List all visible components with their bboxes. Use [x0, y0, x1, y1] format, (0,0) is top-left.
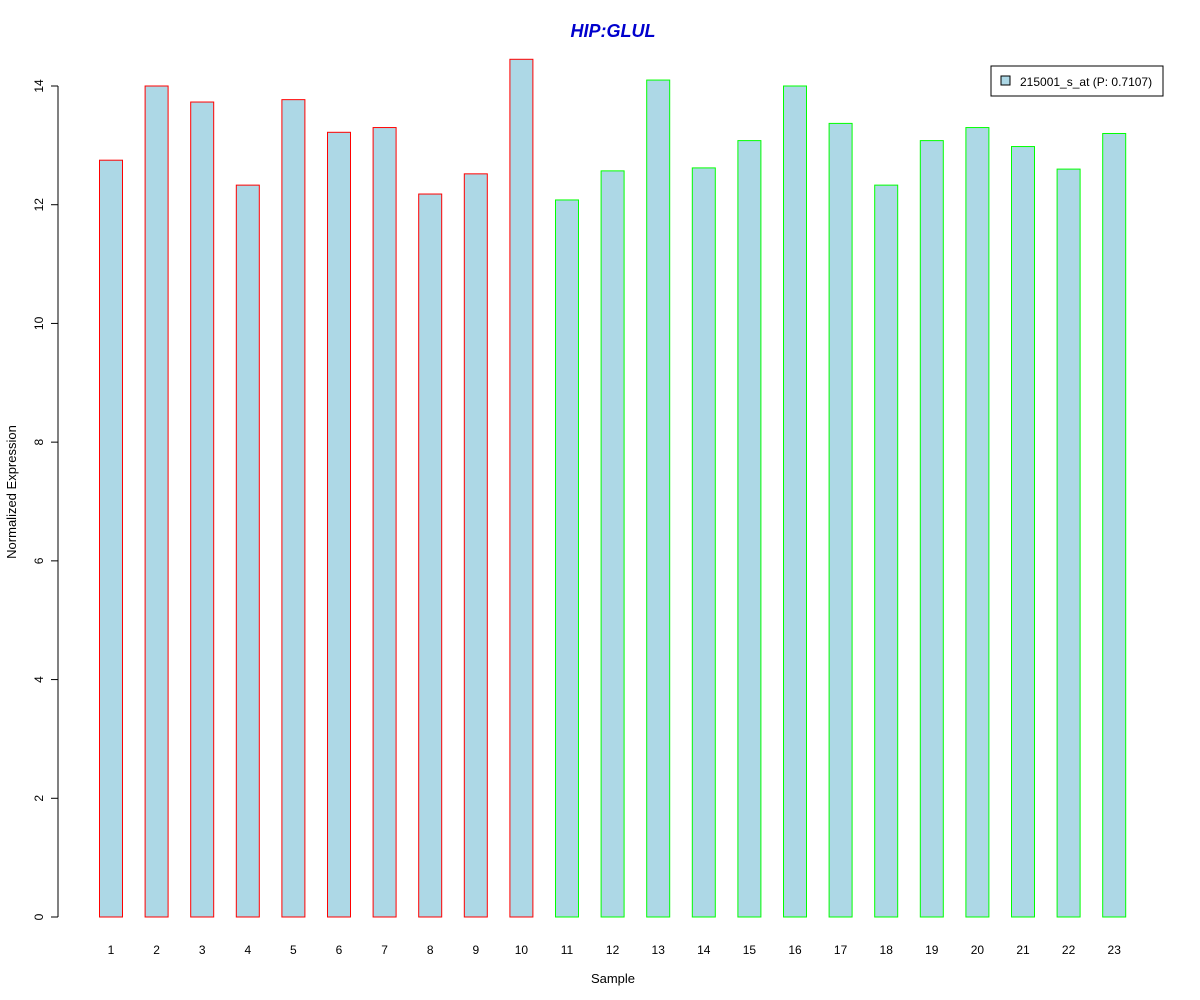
- x-tick-label: 13: [652, 943, 666, 957]
- legend-box: [990, 65, 1164, 97]
- x-tick-label: 6: [336, 943, 343, 957]
- y-axis-title: Normalized Expression: [4, 425, 19, 559]
- x-axis-tick-labels: 1 2 3 4 5 6 7 8 9 10 11 12 13 14 15 16 17 18 19 20 21 22 23: [108, 943, 1122, 957]
- x-tick-label: 23: [1108, 943, 1122, 957]
- x-tick-label: 20: [971, 943, 985, 957]
- bar-sample-23: [1102, 132, 1127, 918]
- bar-sample-4: [235, 184, 260, 918]
- y-tick-label: 2: [32, 795, 46, 802]
- x-tick-label: 14: [697, 943, 711, 957]
- bar-sample-22: [1056, 168, 1081, 918]
- y-tick-label: 4: [32, 676, 46, 683]
- bar-sample-20: [965, 127, 990, 918]
- bar-sample-13: [646, 79, 671, 918]
- bar-sample-3: [190, 101, 215, 918]
- bar-sample-19: [919, 140, 944, 918]
- x-tick-label: 10: [515, 943, 529, 957]
- bar-sample-6: [327, 131, 351, 918]
- x-tick-label: 17: [834, 943, 848, 957]
- x-tick-label: 11: [561, 943, 574, 957]
- x-tick-label: 21: [1016, 943, 1030, 957]
- bar-sample-1: [99, 159, 123, 918]
- bar-sample-12: [600, 170, 625, 918]
- x-tick-label: 9: [472, 943, 479, 957]
- x-tick-label: 1: [108, 943, 115, 957]
- bar-sample-7: [372, 127, 397, 918]
- bar-sample-10: [509, 58, 534, 918]
- bars: [99, 58, 1127, 918]
- bar-sample-17: [828, 122, 853, 918]
- y-tick-label: 6: [32, 557, 46, 564]
- x-tick-label: 5: [290, 943, 297, 957]
- bar-sample-11: [555, 199, 579, 918]
- y-tick-label: 8: [32, 438, 46, 445]
- x-tick-label: 18: [880, 943, 894, 957]
- bar-sample-9: [463, 173, 488, 918]
- x-tick-label: 4: [244, 943, 251, 957]
- y-axis: 0 2 4 6 8 10 12 14: [32, 79, 59, 920]
- x-tick-label: 16: [788, 943, 802, 957]
- x-tick-label: 7: [381, 943, 388, 957]
- x-tick-label: 19: [925, 943, 939, 957]
- legend: 215001_s_at (P: 0.7107): [990, 65, 1164, 97]
- y-tick-label: 0: [32, 913, 46, 920]
- x-axis-title: Sample: [591, 971, 635, 986]
- bar-sample-8: [418, 193, 443, 918]
- y-tick-label: 12: [32, 198, 46, 212]
- x-tick-label: 3: [199, 943, 206, 957]
- y-tick-label: 10: [32, 316, 46, 330]
- bar-sample-2: [144, 85, 169, 918]
- x-tick-label: 15: [743, 943, 757, 957]
- legend-label: 215001_s_at (P: 0.7107): [1020, 75, 1152, 89]
- x-tick-label: 8: [427, 943, 434, 957]
- bar-sample-14: [691, 167, 716, 918]
- bar-sample-15: [737, 140, 762, 918]
- chart-title: HIP:GLUL: [571, 21, 656, 41]
- x-tick-label: 2: [153, 943, 160, 957]
- bar-sample-18: [874, 184, 899, 918]
- bar-sample-21: [1011, 146, 1035, 918]
- x-tick-label: 12: [606, 943, 620, 957]
- bar-sample-5: [281, 99, 306, 918]
- legend-swatch: [1000, 75, 1011, 86]
- y-tick-label: 14: [32, 79, 46, 93]
- x-tick-label: 22: [1062, 943, 1076, 957]
- bar-sample-16: [783, 85, 807, 918]
